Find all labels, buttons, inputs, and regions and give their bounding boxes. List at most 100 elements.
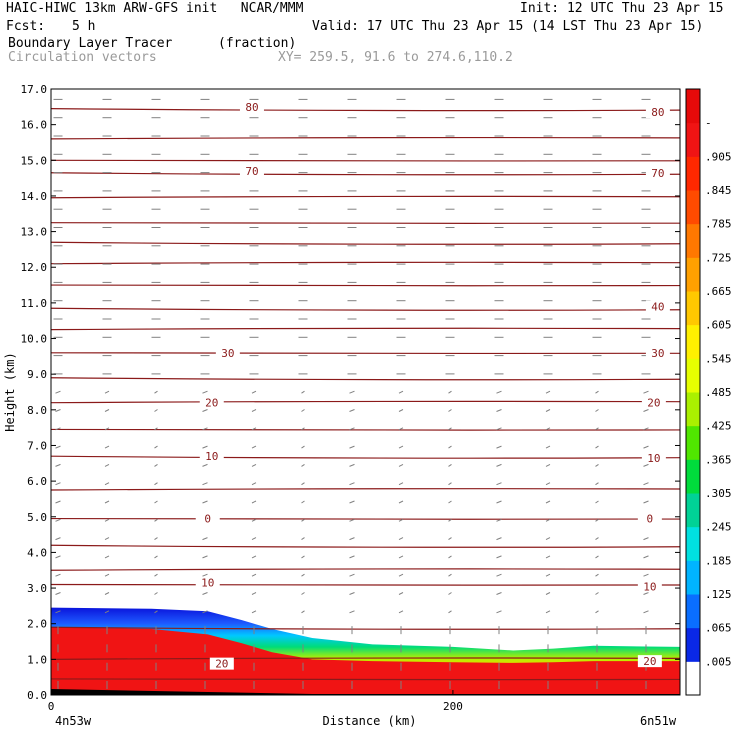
vector-arrow <box>496 427 502 431</box>
y-tick-label: 17.0 <box>21 83 48 96</box>
vector-arrow <box>104 610 110 614</box>
circulation-vectors <box>53 98 651 689</box>
colorbar-label: - <box>705 117 712 130</box>
colorbar-swatch <box>686 459 700 494</box>
vector-arrow <box>448 610 452 614</box>
vector-arrow <box>595 537 599 541</box>
vector-arrow <box>202 482 208 486</box>
vector-arrow <box>55 390 61 394</box>
vector-arrow <box>595 592 599 595</box>
vector-arrow <box>55 555 61 559</box>
vector-arrow <box>202 573 208 577</box>
isotherm-line <box>50 261 681 265</box>
vector-arrow <box>643 463 649 467</box>
vector-arrow <box>251 445 257 449</box>
vector-arrow <box>154 445 158 449</box>
vector-arrow <box>154 537 158 541</box>
vector-arrow <box>595 518 599 522</box>
isotherm-line <box>50 428 681 431</box>
vector-arrow <box>349 445 355 449</box>
vector-arrow <box>301 537 305 541</box>
vector-arrow <box>251 592 257 595</box>
vector-arrow <box>55 482 61 486</box>
contour-label-bg <box>199 396 224 409</box>
x-end-location: 6n51w <box>640 714 677 728</box>
vector-arrow <box>202 555 208 559</box>
colorbar-label: .845 <box>705 184 732 197</box>
vector-arrow <box>104 592 110 595</box>
vector-arrow <box>448 555 452 559</box>
isotherm-line <box>50 517 681 520</box>
contour-label: 80 <box>245 101 258 114</box>
contour-label-bg <box>239 100 264 113</box>
x-start-location: 4n53w <box>55 714 92 728</box>
y-tick-label: 10.0 <box>21 333 48 346</box>
vector-arrow <box>301 500 305 504</box>
vector-arrow <box>251 573 257 577</box>
vector-arrow <box>398 555 404 559</box>
isotherm-line <box>50 222 681 224</box>
vector-arrow <box>301 390 305 394</box>
vector-arrow <box>301 573 305 577</box>
colorbar-swatch <box>686 291 700 326</box>
isotherm-line <box>50 172 681 176</box>
vector-arrow <box>251 409 257 412</box>
vector-arrow <box>202 537 208 541</box>
contour-label-bg <box>637 655 662 668</box>
vector-arrow <box>595 482 599 486</box>
colorbar-swatch <box>686 257 700 292</box>
isotherm-line <box>50 400 681 404</box>
colorbar-label: .245 <box>705 521 732 534</box>
y-tick-label: 15.0 <box>21 154 48 167</box>
contour-label: 20 <box>647 397 660 410</box>
contour-label: 10 <box>201 577 214 590</box>
vector-arrow <box>448 592 452 595</box>
vector-arrow <box>202 427 208 431</box>
vector-arrow <box>545 592 551 595</box>
vector-arrow <box>55 409 61 412</box>
contour-label: 20 <box>643 655 656 668</box>
isotherm-line <box>50 544 681 548</box>
vector-arrow <box>154 463 158 467</box>
colorbar-swatch <box>686 358 700 393</box>
vector-arrow <box>154 427 158 431</box>
vector-arrow <box>595 573 599 577</box>
contour-label: 30 <box>651 347 664 360</box>
vector-arrow <box>545 409 551 412</box>
vector-arrow <box>104 518 110 522</box>
tracer-high-fraction-area <box>51 627 680 695</box>
forecast-label: Fcst: <box>6 19 46 34</box>
vector-arrow <box>55 592 61 595</box>
isotherm-line <box>50 136 681 140</box>
isotherm-line <box>50 377 681 381</box>
vector-arrow <box>202 592 208 595</box>
vector-arrow <box>496 573 502 577</box>
vector-arrow <box>448 482 452 486</box>
vector-arrow <box>301 482 305 486</box>
vector-arrow <box>251 482 257 486</box>
vector-arrow <box>545 390 551 394</box>
y-tick-label: 16.0 <box>21 119 48 132</box>
isotherm-line <box>50 583 681 586</box>
y-tick-label: 3.0 <box>27 582 47 595</box>
vector-arrow <box>55 518 61 522</box>
vector-arrow <box>398 610 404 614</box>
colorbar-label: .485 <box>705 386 732 399</box>
vector-arrow <box>545 573 551 577</box>
vector-arrow <box>251 555 257 559</box>
vector-arrow <box>496 390 502 394</box>
vector-arrow <box>55 445 61 449</box>
y-tick-label: 0.0 <box>27 689 47 702</box>
contour-label-bg <box>645 106 670 119</box>
colorbar-swatch <box>686 392 700 427</box>
contour-label: 70 <box>651 167 664 180</box>
vector-arrow <box>643 573 649 577</box>
colorbar-label: .425 <box>705 420 732 433</box>
vector-arrow <box>448 518 452 522</box>
terrain <box>51 689 680 695</box>
vector-arrow <box>301 610 305 614</box>
contour-label-bg <box>239 164 264 177</box>
vector-arrow <box>496 500 502 504</box>
vector-arrow <box>154 555 158 559</box>
vector-arrow <box>496 445 502 449</box>
